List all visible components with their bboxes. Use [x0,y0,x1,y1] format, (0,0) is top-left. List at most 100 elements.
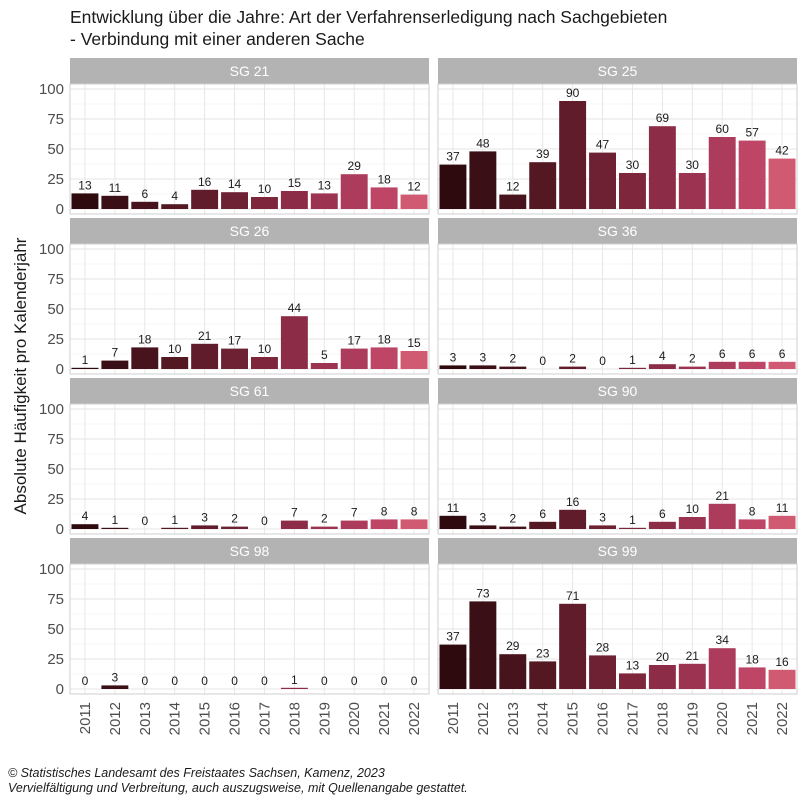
bar [738,519,766,529]
x-tick-label: 2011 [445,702,462,734]
bar [439,365,467,369]
bar-value-label: 2 [569,352,576,366]
facet-strip [438,218,797,244]
bar-value-label: 6 [659,507,666,521]
bar-value-label: 7 [351,506,358,520]
facet-strip-label: SG 36 [598,223,638,239]
bar [499,366,527,369]
bar [499,526,527,529]
panel-border [437,243,798,375]
bar-value-label: 7 [112,346,119,360]
bar [589,655,617,689]
x-tick-label: 2012 [107,702,124,735]
bar-value-label: 34 [716,633,730,647]
bar [618,367,646,369]
bar [648,126,676,209]
bar-value-label: 0 [261,514,268,528]
bar-value-label: 21 [716,489,730,503]
x-tick-label: 2017 [256,702,273,735]
bar-value-label: 13 [626,658,640,672]
bar-value-label: 37 [446,630,460,644]
y-tick-label: 100 [39,241,64,258]
y-tick-label: 100 [39,401,64,418]
chart-title-line-1: Entwicklung über die Jahre: Art der Verf… [70,7,668,27]
y-tick-label: 100 [39,81,64,98]
facet-strip [438,58,797,84]
bar [708,361,736,369]
bar [678,366,706,369]
bar [648,665,676,689]
y-tick-label: 75 [47,431,64,448]
bar-value-label: 4 [171,189,178,203]
bar-value-label: 29 [506,639,520,653]
bar-value-label: 57 [745,126,759,140]
bar-value-label: 18 [377,172,391,186]
bar-value-label: 23 [536,646,550,660]
bar-value-label: 42 [775,144,789,158]
y-tick-label: 0 [56,201,64,218]
bar [738,667,766,689]
facet-strip [438,538,797,564]
bar [340,174,368,209]
bar-value-label: 11 [447,501,460,515]
faceted-bar-chart: Absolute Häufigkeit pro Kalenderjahr SG 2… [11,58,798,735]
bar-value-label: 0 [321,674,328,688]
bar [768,669,796,689]
y-tick-label: 75 [47,271,64,288]
bar-value-label: 3 [201,510,208,524]
bar-value-label: 3 [112,670,119,684]
bar-value-label: 11 [109,181,122,195]
bar-value-label: 0 [381,674,388,688]
bar-value-label: 7 [291,506,298,520]
panel-border [69,563,430,695]
bar-value-label: 20 [656,650,670,664]
bar [768,515,796,529]
facet-strip-label: SG 25 [598,63,638,79]
bar [738,361,766,369]
bar [439,164,467,209]
bar [768,361,796,369]
bar [71,367,99,369]
panel-border [437,563,798,695]
bar [370,347,398,369]
bar-value-label: 1 [629,513,636,527]
bar-value-label: 0 [201,674,208,688]
bar [768,158,796,209]
bar [400,351,428,369]
x-tick-label: 2020 [346,702,363,735]
bar-value-label: 11 [776,501,789,515]
bar-value-label: 6 [719,347,726,361]
bar-value-label: 0 [539,354,546,368]
bar-value-label: 29 [348,159,362,173]
bar-value-label: 4 [82,509,89,523]
bar [161,204,189,209]
bar [618,173,646,209]
y-tick-label: 0 [56,361,64,378]
x-tick-label: 2022 [406,702,423,735]
x-tick-label: 2022 [774,702,791,735]
bar-value-label: 1 [82,353,89,367]
bar-value-label: 0 [231,674,238,688]
x-tick-label: 2018 [654,702,671,735]
bar [400,519,428,529]
y-tick-label: 75 [47,591,64,608]
facet-strip-label: SG 26 [230,223,270,239]
panel-border [437,403,798,535]
bar-value-label: 2 [509,512,516,526]
bar-value-label: 3 [599,510,606,524]
bar [529,521,557,529]
bar [469,601,497,689]
bar-value-label: 3 [450,350,457,364]
bar-value-label: 69 [656,111,670,125]
x-tick-label: 2016 [595,702,612,735]
bar [618,673,646,689]
bar-value-label: 0 [82,674,89,688]
facet-strip [70,538,429,564]
bar-value-label: 1 [112,513,119,527]
bar-value-label: 18 [377,332,391,346]
facet-strip-label: SG 21 [230,63,270,79]
bar-value-label: 0 [261,674,268,688]
bar [131,201,159,209]
bar-value-label: 4 [659,349,666,363]
bar [559,101,587,209]
